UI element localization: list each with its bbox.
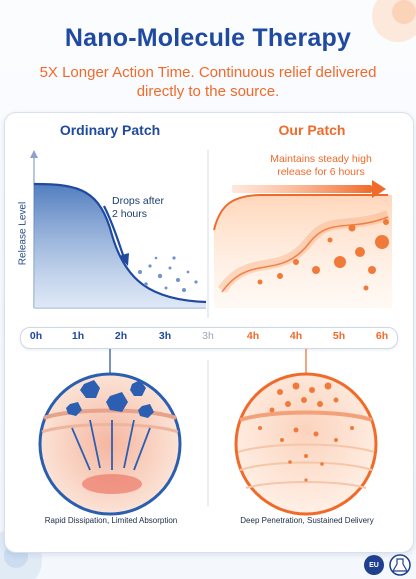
our-patch-graph	[213, 180, 392, 308]
steady-release-arrow-icon	[372, 180, 386, 198]
large-molecules-icon	[66, 380, 154, 418]
tick-2h: 2h	[114, 330, 128, 342]
page-subtitle: 5X Longer Action Time. Continuous relief…	[39, 64, 377, 100]
eu-badge-icon	[364, 555, 384, 575]
ordinary-annotation-line2: 2 hours	[112, 208, 148, 220]
our-annotation: Maintains steady high release for 6 hour…	[246, 153, 396, 179]
our-skin-diagram	[234, 372, 378, 516]
ordinary-annotation-line1: Drops after	[112, 195, 164, 207]
timeline-bar	[20, 327, 398, 349]
tick-0h: 0h	[29, 330, 43, 342]
tick-5h: 5h	[332, 330, 346, 342]
tick-4h-b: 4h	[289, 330, 303, 342]
page-title: Nano-Molecule Therapy	[64, 24, 352, 52]
nano-particles-icon	[257, 219, 389, 291]
drop-arrow-icon	[119, 253, 129, 266]
eu-badge-label: EU	[369, 561, 379, 569]
our-annotation-line2: release for 6 hours	[277, 166, 365, 178]
tick-4h-a: 4h	[246, 330, 260, 342]
limited-absorption-arrows-icon	[71, 419, 151, 471]
ordinary-graph	[30, 150, 207, 309]
ordinary-patch-title: Ordinary Patch	[59, 122, 161, 138]
dissipating-particles-icon	[138, 256, 198, 292]
ordinary-annotation: Drops after 2 hours	[112, 195, 164, 221]
our-annotation-line1: Maintains steady high	[270, 153, 372, 165]
ordinary-caption: Rapid Dissipation, Limited Absorption	[44, 516, 178, 525]
tick-divider-3h: 3h	[202, 330, 214, 342]
ordinary-release-curve	[33, 182, 207, 304]
our-patch-title: Our Patch	[278, 122, 346, 138]
tick-3h: 3h	[158, 330, 172, 342]
lab-flask-icon	[389, 554, 411, 576]
tick-1h: 1h	[71, 330, 85, 342]
our-release-area	[214, 195, 392, 308]
tick-6h: 6h	[375, 330, 389, 342]
our-caption: Deep Penetration, Sustained Delivery	[240, 516, 374, 525]
our-release-curve	[213, 194, 388, 231]
ordinary-skin-diagram	[38, 372, 182, 516]
ordinary-release-area	[34, 184, 206, 308]
y-axis-label: Release Level	[17, 201, 29, 266]
deep-penetration-particles-icon	[258, 382, 354, 482]
